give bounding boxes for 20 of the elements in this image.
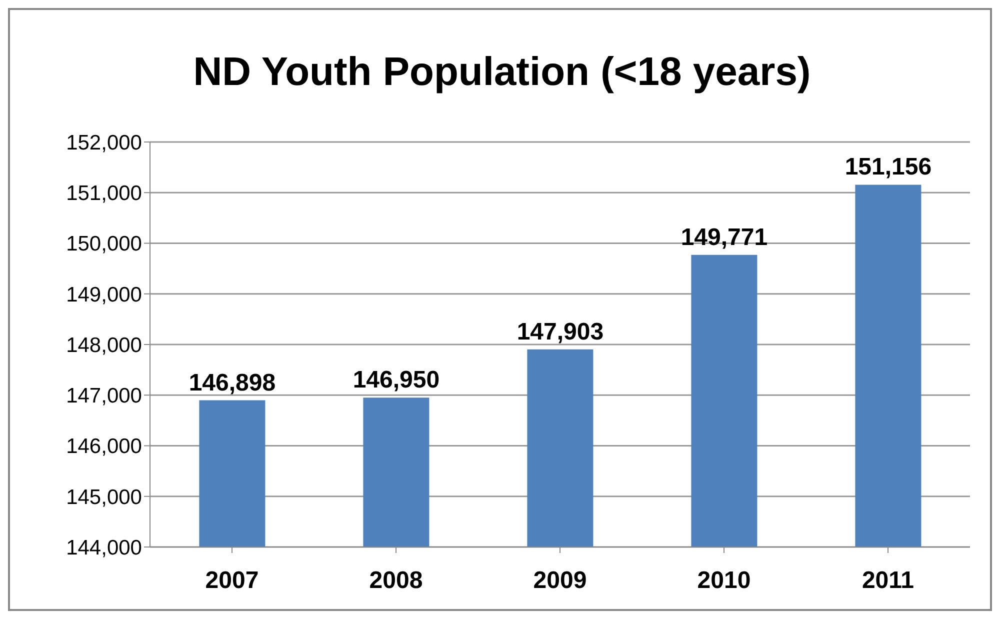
x-tick-label: 2007 xyxy=(205,567,259,594)
y-tick-label: 146,000 xyxy=(66,435,142,458)
y-tick-label: 145,000 xyxy=(66,486,142,509)
y-tick-label: 149,000 xyxy=(66,283,142,306)
x-tick-label: 2009 xyxy=(533,567,587,594)
y-tick-label: 151,000 xyxy=(66,182,142,206)
x-tick-label: 2008 xyxy=(369,567,423,594)
data-label: 146,950 xyxy=(352,366,440,394)
y-tick-label: 150,000 xyxy=(66,232,142,256)
y-tick-label: 144,000 xyxy=(66,536,142,560)
data-label: 147,903 xyxy=(516,318,604,346)
chart-title: ND Youth Population (<18 years) xyxy=(192,50,812,95)
data-label: 151,156 xyxy=(844,154,932,181)
y-tick-label: 152,000 xyxy=(66,131,142,154)
data-label: 149,771 xyxy=(680,224,768,251)
x-tick-label: 2010 xyxy=(697,567,751,594)
y-tick-label: 148,000 xyxy=(66,334,142,357)
y-tick-label: 147,000 xyxy=(66,384,142,408)
x-tick-label: 2011 xyxy=(862,567,914,594)
data-label: 146,898 xyxy=(188,369,276,396)
